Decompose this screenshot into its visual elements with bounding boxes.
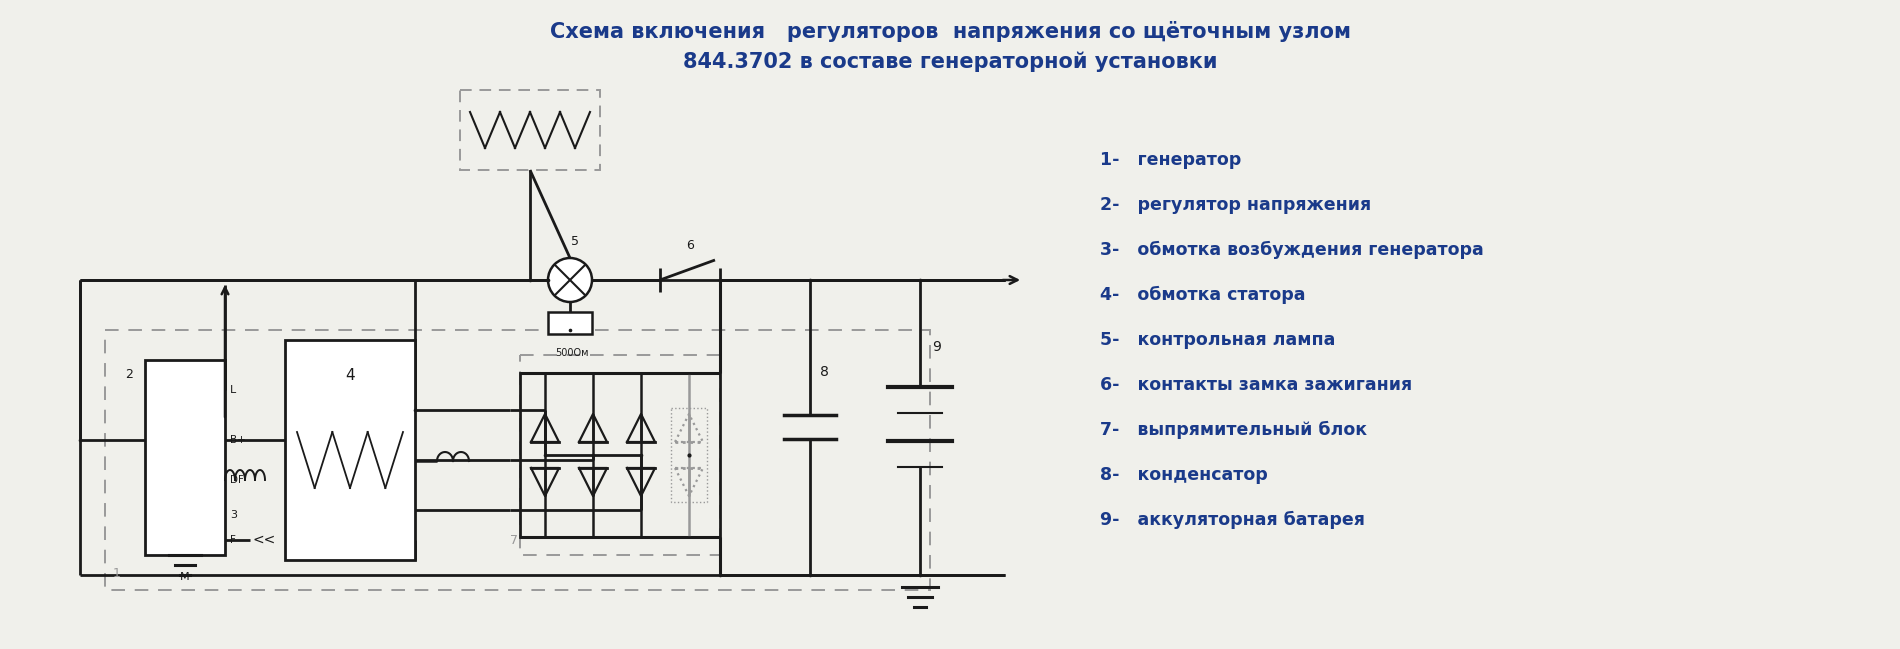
Text: B+: B+: [230, 435, 245, 445]
Text: 7-   выпрямительный блок: 7- выпрямительный блок: [1100, 421, 1366, 439]
Text: 8-   конденсатор: 8- конденсатор: [1100, 466, 1267, 484]
Circle shape: [547, 258, 593, 302]
Text: <<: <<: [253, 533, 276, 547]
Text: 500Ом: 500Ом: [555, 348, 589, 358]
Text: 2-   регулятор напряжения: 2- регулятор напряжения: [1100, 196, 1372, 214]
Text: 4: 4: [346, 367, 355, 382]
Text: 2: 2: [125, 368, 133, 381]
Text: 9-   аккуляторная батарея: 9- аккуляторная батарея: [1100, 511, 1364, 529]
Text: 7: 7: [509, 534, 519, 547]
Bar: [521, 373, 720, 537]
Text: 9: 9: [933, 340, 940, 354]
Text: 6-   контакты замка зажигания: 6- контакты замка зажигания: [1100, 376, 1412, 394]
Text: 5: 5: [572, 235, 580, 248]
Text: 5-   контрольная лампа: 5- контрольная лампа: [1100, 331, 1336, 349]
Text: 3-   обмотка возбуждения генератора: 3- обмотка возбуждения генератора: [1100, 241, 1484, 259]
Text: 6: 6: [686, 239, 694, 252]
Text: 8: 8: [821, 365, 828, 379]
Text: 844.3702 в составе генераторной установки: 844.3702 в составе генераторной установк…: [682, 52, 1218, 72]
Text: F: F: [230, 535, 236, 545]
Bar: [144, 360, 224, 555]
Bar: [285, 340, 414, 560]
Text: 4-   обмотка статора: 4- обмотка статора: [1100, 286, 1305, 304]
Bar: [547, 312, 593, 334]
Text: 1: 1: [112, 567, 122, 580]
Text: M: M: [180, 572, 190, 582]
Text: Схема включения   регуляторов  напряжения со щёточным узлом: Схема включения регуляторов напряжения с…: [549, 21, 1351, 42]
Text: 3: 3: [230, 510, 238, 520]
Text: L: L: [230, 385, 236, 395]
Text: DF: DF: [230, 475, 243, 485]
Text: 1-   генератор: 1- генератор: [1100, 151, 1241, 169]
